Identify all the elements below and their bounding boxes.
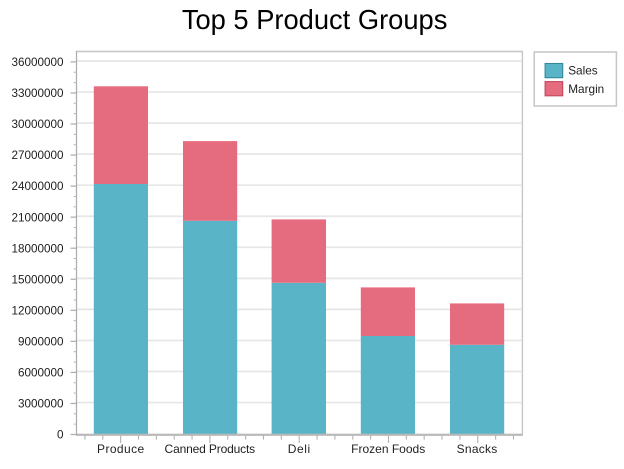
svg-text:0: 0 xyxy=(57,429,64,442)
svg-text:Top 5 Product Groups: Top 5 Product Groups xyxy=(182,4,448,35)
svg-text:Margin: Margin xyxy=(568,82,604,96)
svg-text:9000000: 9000000 xyxy=(18,335,64,348)
svg-text:24000000: 24000000 xyxy=(11,180,64,193)
svg-text:12000000: 12000000 xyxy=(11,304,64,317)
svg-text:3000000: 3000000 xyxy=(18,398,64,411)
svg-text:18000000: 18000000 xyxy=(11,242,64,255)
svg-text:Canned Products: Canned Products xyxy=(165,442,256,456)
svg-text:36000000: 36000000 xyxy=(11,56,64,69)
svg-text:Deli: Deli xyxy=(288,442,311,456)
svg-text:15000000: 15000000 xyxy=(11,273,64,286)
svg-text:21000000: 21000000 xyxy=(11,211,64,224)
svg-text:27000000: 27000000 xyxy=(11,149,64,162)
svg-text:30000000: 30000000 xyxy=(11,118,64,131)
svg-text:6000000: 6000000 xyxy=(18,367,64,380)
svg-text:Produce: Produce xyxy=(97,442,145,456)
svg-text:Frozen Foods: Frozen Foods xyxy=(351,442,425,456)
svg-text:Snacks: Snacks xyxy=(457,442,498,456)
svg-text:33000000: 33000000 xyxy=(11,87,64,100)
svg-text:Sales: Sales xyxy=(568,64,598,78)
